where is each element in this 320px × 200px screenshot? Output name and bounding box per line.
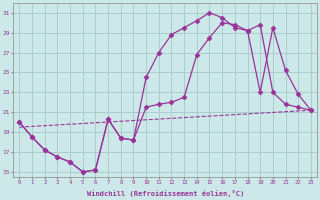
X-axis label: Windchill (Refroidissement éolien,°C): Windchill (Refroidissement éolien,°C) [86, 190, 244, 197]
